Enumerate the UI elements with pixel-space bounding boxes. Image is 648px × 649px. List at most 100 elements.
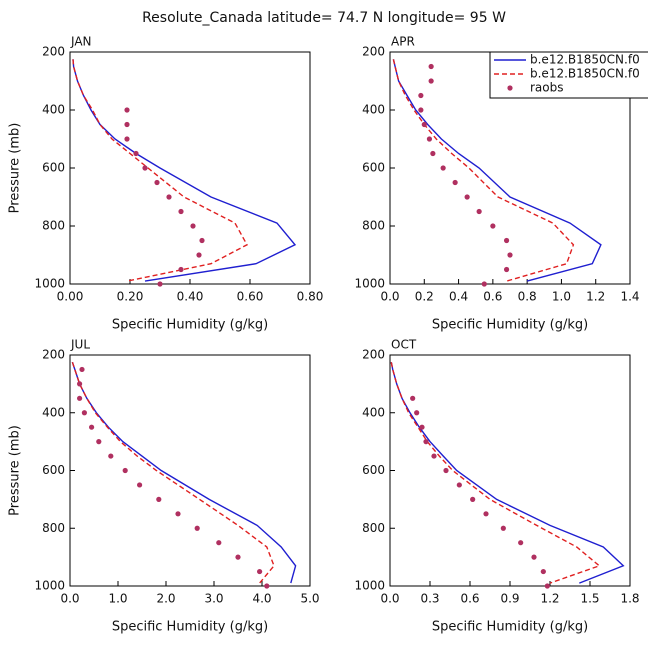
y-tick-label: 200	[362, 45, 385, 59]
y-tick-label: 1000	[354, 277, 385, 291]
raob-point	[443, 467, 449, 474]
raob-point	[483, 511, 489, 517]
raob-point	[96, 439, 102, 445]
y-tick-label: 200	[42, 45, 65, 59]
raob-point	[430, 150, 436, 157]
raob-point	[431, 453, 437, 459]
x-axis-label: Specific Humidity (g/kg)	[112, 318, 268, 333]
raob-point	[456, 482, 462, 488]
y-axis-label: Pressure (mb)	[8, 425, 23, 516]
y-tick-label: 600	[362, 463, 385, 477]
x-tick-label: 5.0	[300, 592, 319, 606]
raob-point	[490, 223, 496, 229]
legend-marker	[507, 85, 513, 91]
chart-title: Resolute_Canada latitude= 74.7 N longitu…	[142, 10, 506, 26]
x-tick-label: 0.60	[237, 290, 264, 304]
raob-point	[122, 467, 128, 474]
raob-point	[507, 252, 513, 258]
raob-point	[77, 395, 83, 401]
raob-point	[154, 179, 160, 186]
raob-point	[257, 568, 263, 575]
plot-frame	[69, 51, 311, 285]
raob-point	[421, 121, 427, 128]
y-tick-label: 800	[362, 521, 385, 535]
raob-point	[124, 107, 130, 113]
raob-point	[156, 496, 162, 502]
y-tick-label: 400	[362, 405, 385, 419]
profile-line	[71, 361, 297, 584]
raob-point	[79, 366, 85, 373]
profile-line	[72, 59, 248, 282]
raob-point	[418, 92, 424, 99]
raob-point	[216, 540, 222, 546]
raob-point	[157, 281, 163, 287]
raob-point	[426, 136, 433, 142]
raob-point	[178, 266, 184, 273]
y-tick-label: 400	[362, 103, 385, 117]
x-tick-label: 1.4	[620, 290, 639, 304]
raob-point	[540, 568, 546, 575]
raob-point	[235, 554, 241, 560]
raob-point	[81, 410, 87, 416]
x-tick-label: 0.80	[297, 290, 324, 304]
x-tick-label: 0.8	[518, 290, 537, 304]
x-tick-label: 0.0	[60, 592, 79, 606]
raob-point	[418, 107, 424, 113]
x-tick-label: 1.8	[620, 592, 639, 606]
y-tick-label: 1000	[34, 277, 65, 291]
raob-point	[428, 78, 434, 84]
raob-point	[470, 496, 476, 502]
y-tick-label: 1000	[354, 579, 385, 593]
y-tick-label: 800	[42, 219, 65, 233]
raob-point	[196, 252, 202, 258]
raob-point	[133, 150, 139, 157]
raob-point	[464, 194, 470, 200]
x-tick-label: 4.0	[252, 592, 271, 606]
raob-point	[137, 482, 143, 488]
x-tick-label: 0.0	[380, 290, 399, 304]
x-axis-label: Specific Humidity (g/kg)	[112, 620, 268, 635]
y-tick-label: 600	[362, 161, 385, 175]
raob-point	[452, 179, 458, 186]
x-tick-label: 0.4	[449, 290, 468, 304]
x-tick-label: 1.2	[540, 592, 559, 606]
x-tick-label: 0.3	[420, 592, 439, 606]
y-tick-label: 400	[42, 103, 65, 117]
raob-point	[476, 208, 482, 215]
profile-line	[392, 59, 575, 282]
raob-point	[108, 453, 114, 459]
x-axis-label: Specific Humidity (g/kg)	[432, 318, 588, 333]
raob-point	[423, 439, 429, 445]
panel-label: JUL	[70, 338, 90, 352]
x-tick-label: 3.0	[204, 592, 223, 606]
raob-point	[518, 540, 524, 546]
y-tick-label: 600	[42, 463, 65, 477]
legend-label: raobs	[530, 81, 564, 95]
raob-point	[142, 165, 148, 171]
x-tick-label: 0.40	[177, 290, 204, 304]
y-tick-label: 600	[42, 161, 65, 175]
raob-point	[124, 136, 130, 142]
raob-point	[544, 583, 550, 589]
plot-frame	[69, 354, 311, 587]
y-axis-label: Pressure (mb)	[8, 123, 23, 214]
x-axis-label: Specific Humidity (g/kg)	[432, 620, 588, 635]
x-tick-label: 0.9	[500, 592, 519, 606]
plot-frame	[389, 354, 631, 587]
profile-line	[390, 362, 625, 584]
raob-point	[503, 266, 510, 273]
legend-label: b.e12.B1850CN.f0	[530, 67, 640, 81]
x-tick-label: 1.5	[580, 592, 599, 606]
x-tick-label: 1.0	[108, 592, 127, 606]
panel-label: OCT	[391, 338, 417, 352]
raob-point	[419, 424, 425, 430]
raob-point	[440, 165, 446, 171]
raob-point	[166, 194, 172, 200]
x-tick-label: 0.6	[460, 592, 479, 606]
raob-point	[124, 121, 130, 128]
y-tick-label: 200	[362, 348, 385, 362]
x-tick-label: 1.0	[552, 290, 571, 304]
raob-point	[428, 63, 434, 70]
raob-point	[531, 554, 537, 560]
